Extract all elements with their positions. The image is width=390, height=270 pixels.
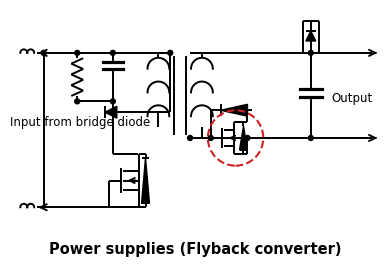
Circle shape bbox=[41, 50, 46, 55]
Circle shape bbox=[188, 136, 193, 140]
Polygon shape bbox=[239, 126, 247, 150]
Polygon shape bbox=[306, 31, 316, 41]
Circle shape bbox=[75, 50, 80, 55]
Polygon shape bbox=[142, 158, 149, 203]
Text: Output: Output bbox=[332, 92, 373, 105]
Circle shape bbox=[308, 50, 313, 55]
Circle shape bbox=[245, 136, 250, 140]
Polygon shape bbox=[105, 106, 117, 118]
Circle shape bbox=[110, 50, 115, 55]
Circle shape bbox=[168, 50, 173, 55]
Polygon shape bbox=[221, 104, 247, 116]
Circle shape bbox=[308, 136, 313, 140]
Text: Power supplies (Flyback converter): Power supplies (Flyback converter) bbox=[49, 242, 341, 257]
Circle shape bbox=[75, 99, 80, 104]
Circle shape bbox=[110, 99, 115, 104]
Text: Input from bridge diode: Input from bridge diode bbox=[10, 116, 150, 129]
Circle shape bbox=[208, 136, 213, 140]
